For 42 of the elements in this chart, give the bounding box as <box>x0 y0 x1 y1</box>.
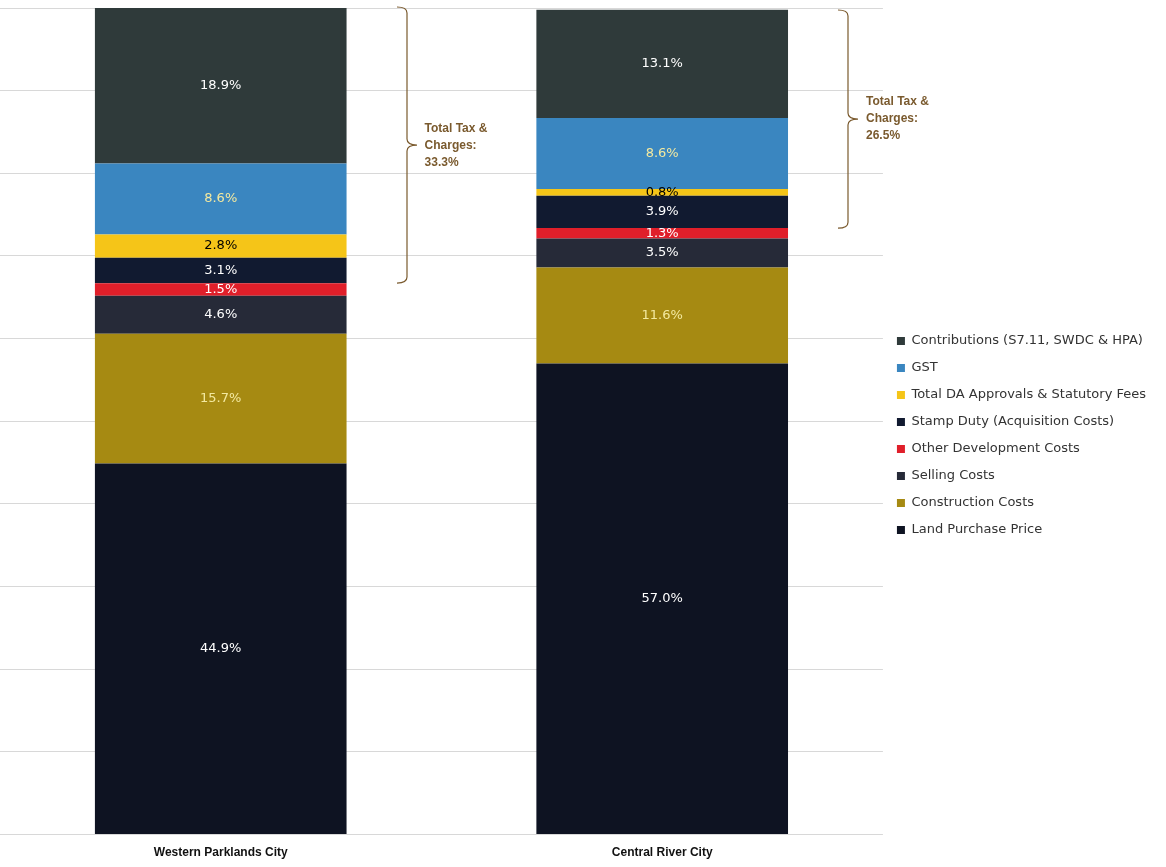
bar <box>94 234 347 258</box>
data-label: 44.9% <box>200 640 242 656</box>
bar <box>94 463 347 835</box>
bar <box>536 238 789 268</box>
bar <box>94 8 347 164</box>
legend-label: Other Development Costs <box>911 440 1081 456</box>
data-label: 2.8% <box>204 237 238 253</box>
legend-label: Contributions (S7.11, SWDC & HPA) <box>911 332 1143 348</box>
data-label: 18.9% <box>200 76 242 92</box>
bar <box>536 267 789 364</box>
annotation: Total Tax & Charges: 26.5% <box>866 94 930 143</box>
data-label: 3.9% <box>645 203 679 219</box>
legend-label: Stamp Duty (Acquisition Costs) <box>911 413 1115 429</box>
data-label: 3.5% <box>645 244 679 260</box>
bar <box>536 363 789 835</box>
bar <box>94 163 347 235</box>
legend-label: Selling Costs <box>911 467 996 483</box>
bar <box>94 295 347 334</box>
x-tick-label: Western Parklands City <box>153 845 288 860</box>
bar <box>94 333 347 464</box>
legend-label: GST <box>911 359 938 375</box>
data-label: 11.6% <box>641 306 683 322</box>
data-label: 4.6% <box>204 306 238 322</box>
bar <box>94 283 347 296</box>
annotation: Total Tax & Charges: 33.3% <box>424 120 488 169</box>
legend-label: Land Purchase Price <box>911 521 1043 537</box>
data-label: 13.1% <box>641 55 683 71</box>
bar <box>94 257 347 284</box>
x-tick-label: Central River City <box>611 845 713 860</box>
data-label: 3.1% <box>204 261 238 277</box>
bar <box>536 227 789 239</box>
data-label: 57.0% <box>641 590 683 606</box>
data-label: 8.6% <box>645 144 679 160</box>
data-label: 15.7% <box>200 389 242 405</box>
bar <box>536 195 789 228</box>
data-label: 8.6% <box>204 190 238 206</box>
data-label: 1.5% <box>204 280 238 296</box>
legend-label: Construction Costs <box>911 494 1035 510</box>
bar <box>536 9 789 118</box>
bar <box>536 189 789 196</box>
legend-label: Total DA Approvals & Statutory Fees <box>910 386 1147 402</box>
data-label: 1.3% <box>645 224 679 240</box>
